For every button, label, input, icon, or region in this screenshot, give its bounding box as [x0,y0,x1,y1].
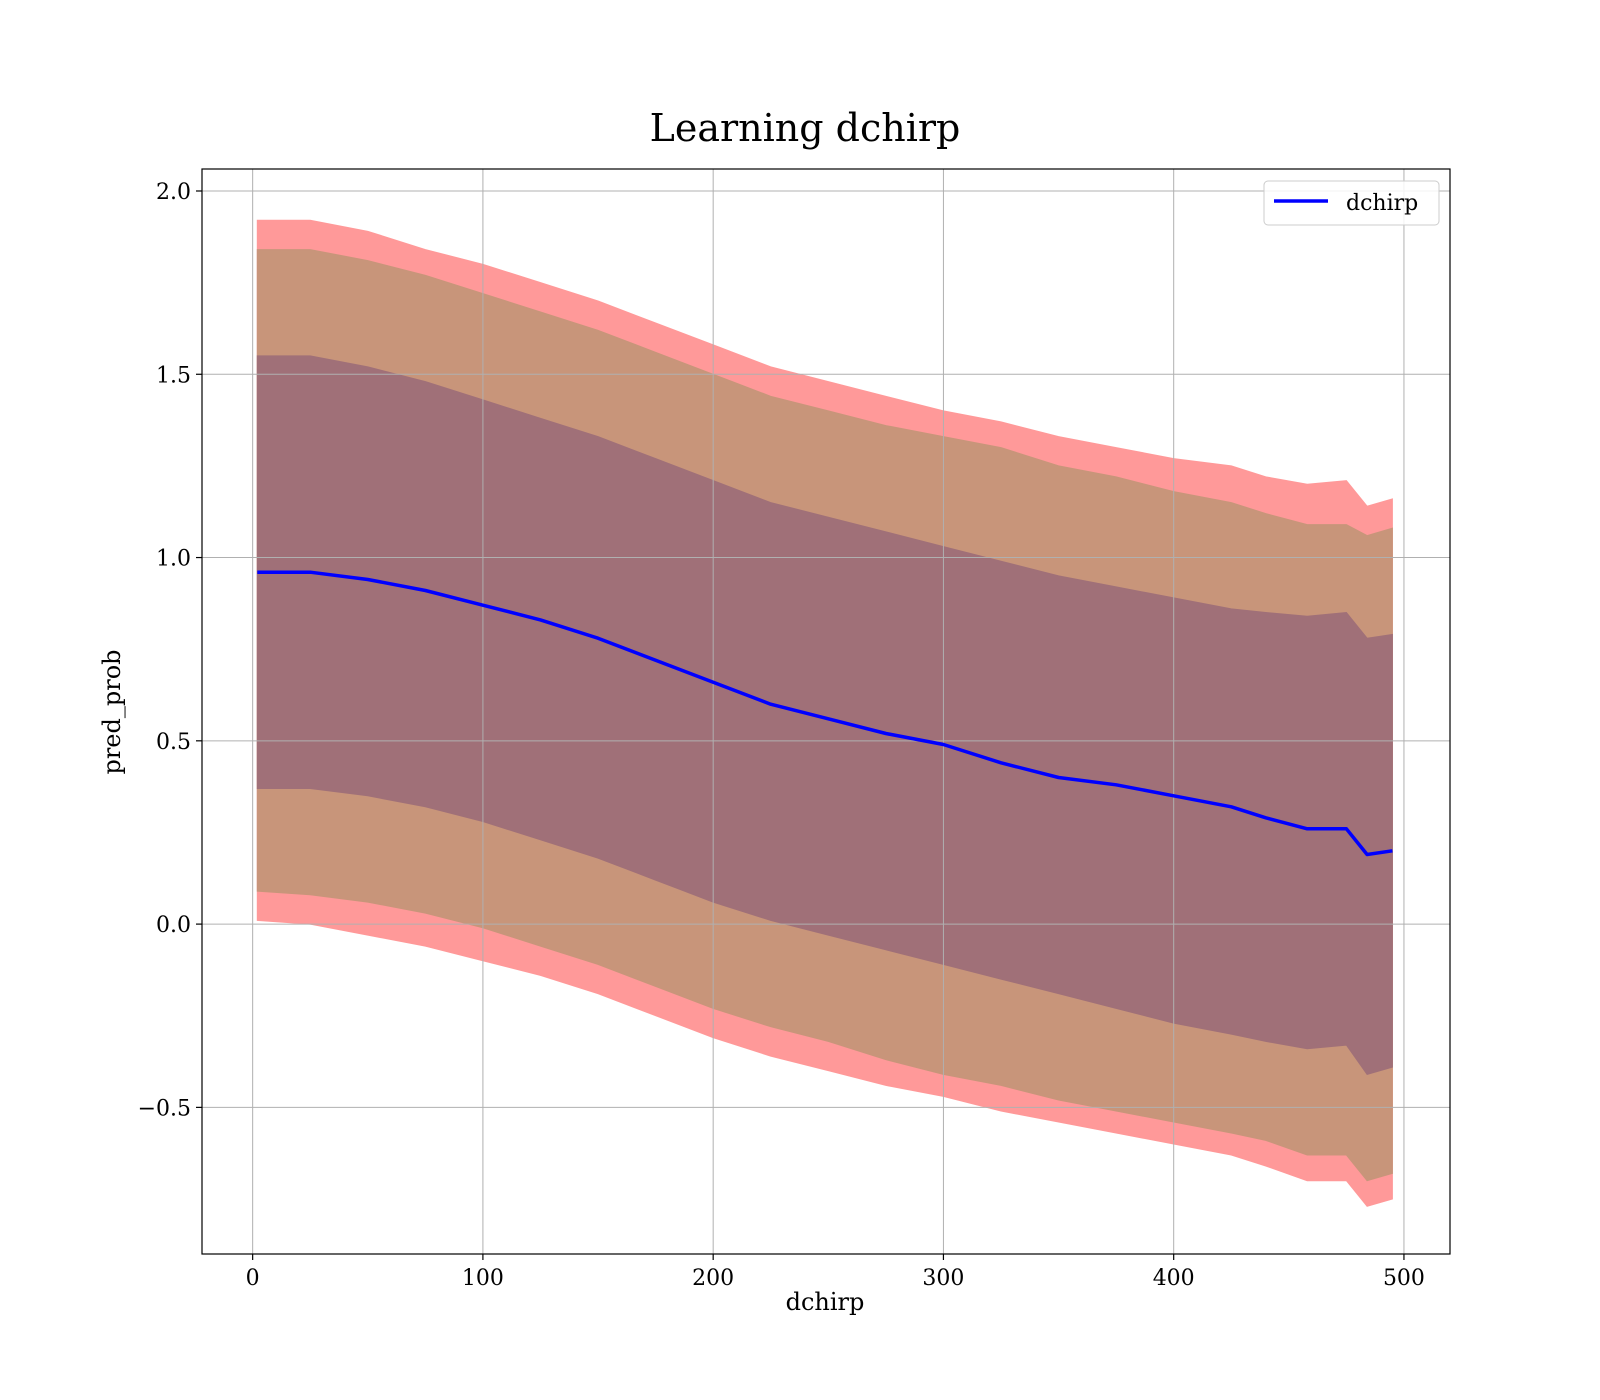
x-tick-label-5: 500 [1383,1266,1425,1291]
line-series [257,570,1393,857]
y-tick-label-3: 1.0 [156,547,191,572]
axes-frame [201,168,1451,1255]
confidence-bands [256,219,1393,1207]
series-line-dchirp [257,570,1393,857]
x-axis-label: dchirp [786,1288,865,1316]
plot-area [201,168,1451,1255]
y-axis-label: pred_prob [98,649,126,774]
y-tick-label-2: 0.5 [156,730,191,755]
band-1sd [256,355,1393,1075]
y-tick-label-1: 0.0 [156,913,191,938]
x-tick-label-3: 300 [922,1266,964,1291]
grid-lines [202,169,1450,1254]
x-tick-label-1: 100 [462,1266,504,1291]
x-tick-label-0: 0 [246,1266,260,1291]
legend-entry-dchirp: dchirp [1346,191,1418,216]
x-axis-ticks: 0 100 200 300 400 500 [246,1254,1425,1291]
x-tick-label-4: 400 [1153,1266,1195,1291]
y-tick-label-0: −0.5 [138,1096,191,1121]
y-tick-label-4: 1.5 [156,363,191,388]
legend: dchirp [1263,180,1440,226]
chart-title: Learning dchirp [650,106,961,150]
legend-box [1263,180,1440,226]
y-tick-label-5: 2.0 [156,180,191,205]
x-tick-label-2: 200 [692,1266,734,1291]
y-axis-ticks: −0.5 0.0 0.5 1.0 1.5 2.0 [138,180,202,1121]
